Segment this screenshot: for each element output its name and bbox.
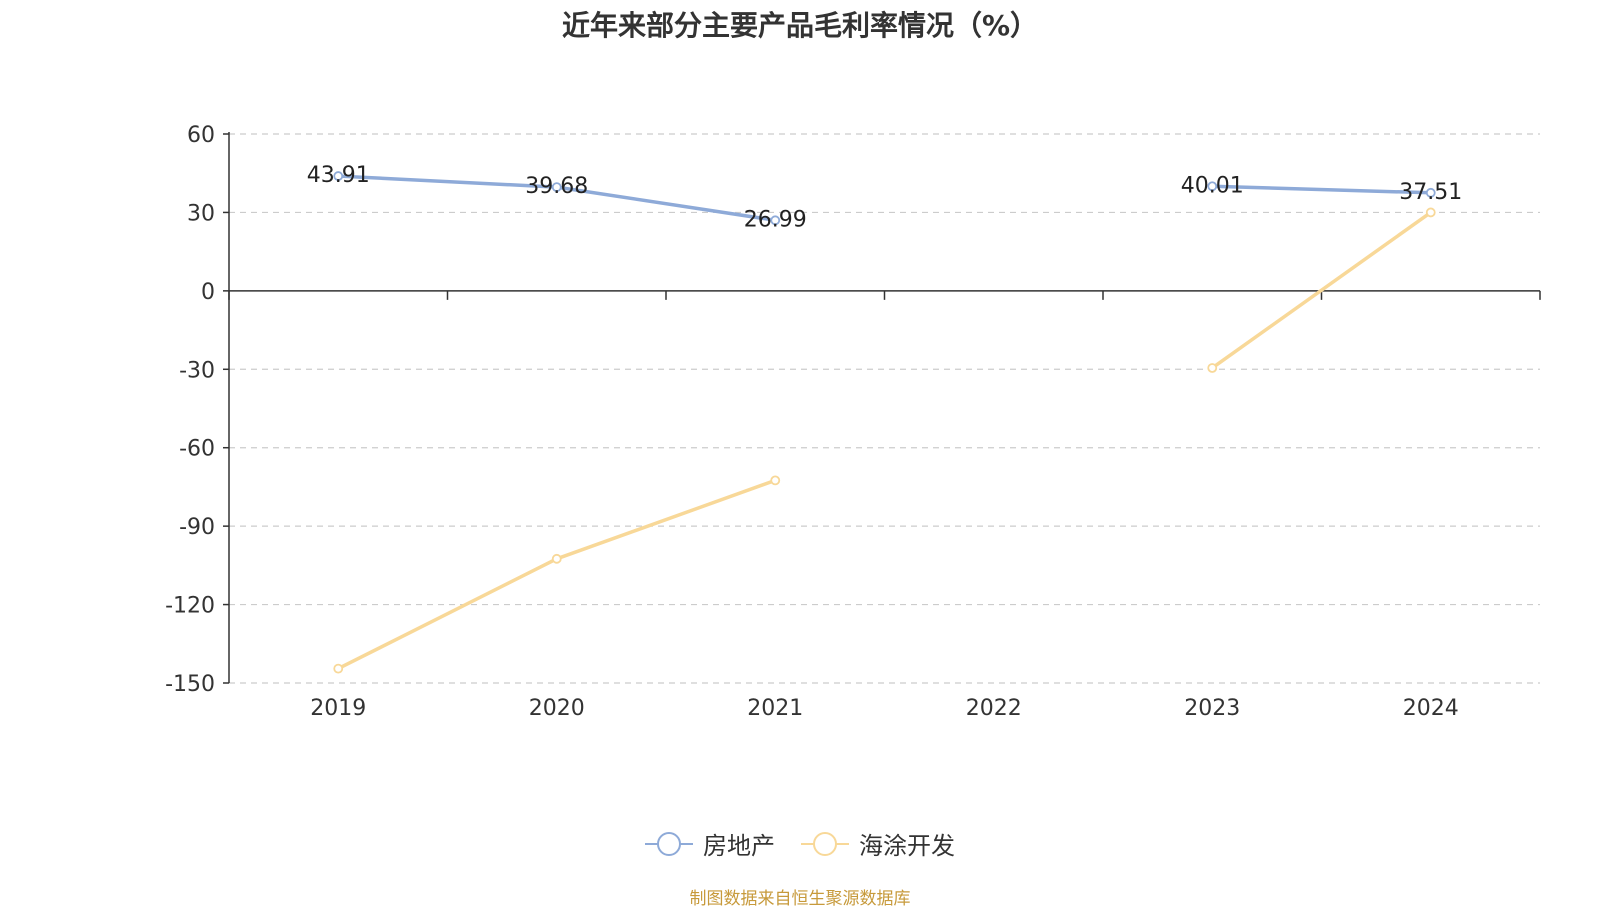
legend: 房地产 海涂开发 <box>0 826 1600 861</box>
x-tick-label: 2023 <box>1184 696 1240 721</box>
series-line-1 <box>1210 210 1433 370</box>
y-tick-label: -120 <box>165 594 215 619</box>
legend-item-tidal-development[interactable]: 海涂开发 <box>801 826 955 861</box>
data-label: 26.99 <box>744 207 807 232</box>
data-point <box>770 215 781 226</box>
chart-title: 近年来部分主要产品毛利率情况（%） <box>561 9 1039 42</box>
label-layer: 43.91 39.68 26.99 40.01 37.51 <box>307 163 1462 232</box>
legend-marker-tidal-development <box>801 831 849 856</box>
source-note: 制图数据来自恒生聚源数据库 <box>689 889 911 909</box>
legend-label-tidal-development: 海涂开发 <box>859 832 955 860</box>
data-point <box>1425 187 1436 198</box>
legend-marker-real-estate <box>645 831 693 856</box>
series-line-0 <box>1210 184 1433 195</box>
data-label: 37.51 <box>1399 180 1462 205</box>
y-tick-label: -90 <box>179 515 215 540</box>
data-label: 39.68 <box>525 174 588 199</box>
data-label: 40.01 <box>1181 173 1244 198</box>
data-point <box>551 553 562 564</box>
y-tick-label: 30 <box>187 201 215 226</box>
x-tick-label: 2024 <box>1403 696 1459 721</box>
x-tick-label: 2020 <box>529 696 585 721</box>
series-line-1 <box>336 478 777 671</box>
y-tick-label: 60 <box>187 123 215 148</box>
legend-label-real-estate: 房地产 <box>703 832 775 860</box>
data-label: 43.91 <box>307 163 370 188</box>
x-tick-label: 2021 <box>747 696 803 721</box>
data-point <box>1207 363 1218 373</box>
x-tick-label: 2019 <box>310 696 366 721</box>
data-point <box>333 171 344 181</box>
y-tick-label: -60 <box>179 437 215 462</box>
data-point <box>1425 207 1436 218</box>
data-point <box>333 663 344 674</box>
grid-layer <box>229 133 1540 684</box>
y-tick-label: -30 <box>179 358 215 383</box>
data-point <box>551 182 562 193</box>
y-tick-label: -150 <box>165 672 215 697</box>
x-tick-label: 2022 <box>966 696 1022 721</box>
data-point <box>770 475 781 486</box>
y-tick-label: 0 <box>201 280 215 305</box>
data-point <box>1207 181 1218 192</box>
legend-item-real-estate[interactable]: 房地产 <box>645 826 775 861</box>
series-layer <box>333 171 1436 674</box>
